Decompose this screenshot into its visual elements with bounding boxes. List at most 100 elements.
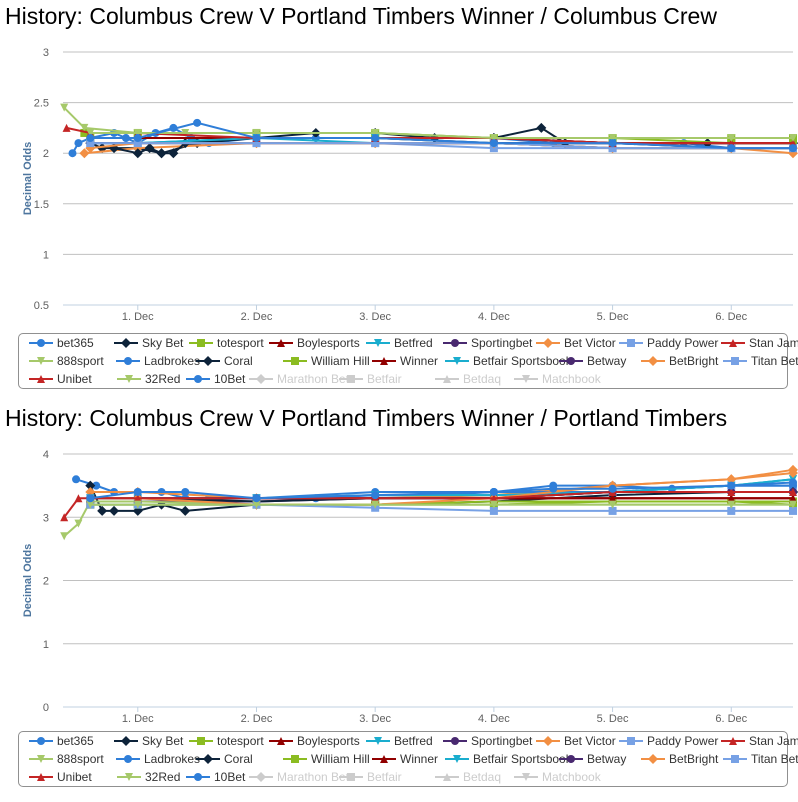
legend-label: Unibet bbox=[57, 770, 92, 784]
series-10bet[interactable] bbox=[86, 118, 797, 153]
square-marker-icon bbox=[189, 339, 213, 347]
data-point[interactable] bbox=[156, 148, 167, 159]
y-axis-label: Decimal Odds bbox=[22, 142, 34, 215]
data-point[interactable] bbox=[789, 494, 797, 503]
data-point[interactable] bbox=[60, 513, 69, 522]
data-point[interactable] bbox=[132, 505, 143, 516]
circle-marker-icon bbox=[559, 357, 583, 365]
data-point[interactable] bbox=[727, 134, 736, 143]
data-point[interactable] bbox=[133, 128, 142, 137]
data-point[interactable] bbox=[371, 134, 380, 143]
diamond-marker-icon bbox=[536, 338, 560, 348]
data-point[interactable] bbox=[489, 494, 498, 503]
data-point[interactable] bbox=[252, 134, 261, 143]
data-point[interactable] bbox=[80, 128, 89, 137]
data-point[interactable] bbox=[789, 134, 797, 143]
data-point[interactable] bbox=[180, 505, 191, 516]
data-point[interactable] bbox=[789, 500, 797, 509]
data-point[interactable] bbox=[86, 494, 95, 503]
data-point[interactable] bbox=[86, 134, 95, 143]
diamond-marker-icon bbox=[536, 736, 560, 746]
data-point[interactable] bbox=[489, 139, 498, 148]
data-point[interactable] bbox=[62, 123, 71, 132]
data-point[interactable] bbox=[252, 494, 261, 503]
data-point[interactable] bbox=[489, 506, 498, 515]
data-point[interactable] bbox=[549, 484, 558, 493]
data-point[interactable] bbox=[85, 480, 96, 491]
legend-label: BetBright bbox=[669, 752, 719, 766]
data-point[interactable] bbox=[252, 139, 261, 148]
data-point[interactable] bbox=[72, 475, 81, 484]
data-point[interactable] bbox=[726, 474, 737, 485]
data-point[interactable] bbox=[727, 494, 736, 503]
circle-marker-icon bbox=[29, 339, 53, 347]
data-point[interactable] bbox=[86, 139, 95, 148]
data-point[interactable] bbox=[536, 122, 547, 133]
data-point[interactable] bbox=[80, 123, 89, 132]
data-point[interactable] bbox=[608, 139, 617, 148]
data-point[interactable] bbox=[109, 505, 120, 516]
data-point[interactable] bbox=[74, 139, 83, 148]
data-point[interactable] bbox=[144, 143, 155, 154]
data-point[interactable] bbox=[608, 484, 617, 493]
data-point[interactable] bbox=[133, 494, 142, 503]
data-point[interactable] bbox=[133, 487, 142, 496]
circle-marker-icon bbox=[29, 737, 53, 745]
data-point[interactable] bbox=[86, 500, 95, 509]
square-marker-icon bbox=[189, 737, 213, 745]
data-point[interactable] bbox=[608, 506, 617, 515]
data-point[interactable] bbox=[97, 505, 108, 516]
data-point[interactable] bbox=[788, 467, 798, 478]
x-tick-label: 6. Dec bbox=[715, 713, 747, 725]
series-10bet[interactable] bbox=[86, 478, 797, 503]
series-888sport[interactable] bbox=[60, 103, 797, 143]
data-point[interactable] bbox=[60, 532, 69, 541]
data-point[interactable] bbox=[74, 494, 83, 503]
x-tick-label: 1. Dec bbox=[122, 713, 154, 725]
data-point[interactable] bbox=[86, 128, 95, 137]
data-point[interactable] bbox=[789, 506, 797, 515]
data-point[interactable] bbox=[489, 500, 498, 509]
data-point[interactable] bbox=[489, 487, 498, 496]
data-point[interactable] bbox=[489, 134, 498, 143]
data-point[interactable] bbox=[133, 134, 142, 143]
data-point[interactable] bbox=[608, 144, 617, 153]
data-point[interactable] bbox=[92, 481, 101, 490]
data-point[interactable] bbox=[608, 134, 617, 143]
data-point[interactable] bbox=[252, 128, 261, 137]
data-point[interactable] bbox=[132, 148, 143, 159]
legend-label: BetBright bbox=[669, 354, 719, 368]
legend-label: Winner bbox=[400, 354, 439, 368]
data-point[interactable] bbox=[74, 519, 83, 528]
legend-label: William Hill bbox=[311, 354, 370, 368]
data-point[interactable] bbox=[727, 487, 736, 496]
data-point[interactable] bbox=[252, 500, 261, 509]
data-point[interactable] bbox=[371, 139, 380, 148]
y-tick-label: 2 bbox=[43, 148, 49, 160]
data-point[interactable] bbox=[133, 139, 142, 148]
data-point[interactable] bbox=[68, 149, 77, 158]
data-point[interactable] bbox=[168, 148, 179, 159]
data-point[interactable] bbox=[727, 144, 736, 153]
data-point[interactable] bbox=[193, 118, 202, 127]
data-point[interactable] bbox=[133, 500, 142, 509]
data-point[interactable] bbox=[789, 144, 797, 153]
data-point[interactable] bbox=[85, 486, 96, 497]
data-point[interactable] bbox=[371, 491, 380, 500]
data-point[interactable] bbox=[79, 148, 90, 159]
data-point[interactable] bbox=[181, 487, 190, 496]
data-point[interactable] bbox=[789, 487, 797, 496]
data-point[interactable] bbox=[727, 506, 736, 515]
data-point[interactable] bbox=[608, 494, 617, 503]
data-point[interactable] bbox=[727, 481, 736, 490]
series-32red[interactable] bbox=[86, 500, 797, 509]
data-point[interactable] bbox=[789, 478, 797, 487]
data-point[interactable] bbox=[608, 500, 617, 509]
y-tick-label: 1.5 bbox=[34, 199, 49, 211]
data-point[interactable] bbox=[371, 500, 380, 509]
data-point[interactable] bbox=[60, 103, 69, 112]
data-point[interactable] bbox=[489, 144, 498, 153]
data-point[interactable] bbox=[727, 500, 736, 509]
data-point[interactable] bbox=[371, 128, 380, 137]
legend-label: Titan Bet bbox=[751, 354, 798, 368]
